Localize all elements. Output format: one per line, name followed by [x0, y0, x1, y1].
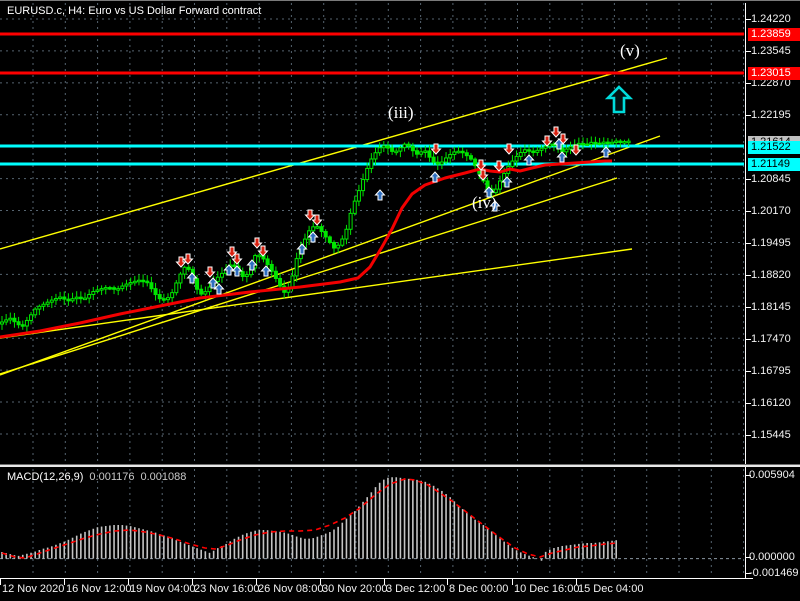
pane-separator[interactable] — [0, 464, 800, 465]
elliott-wave-label[interactable]: (iii) — [388, 103, 414, 122]
time-axis-label: 19 Nov 04:00 — [130, 583, 196, 595]
price-axis-label: 1.20170 — [751, 205, 791, 217]
price-axis-label: 1.23545 — [751, 45, 791, 57]
macd-axis-label: 0.005904 — [749, 469, 795, 481]
elliott-wave-label[interactable]: (v) — [620, 41, 640, 60]
price-axis-label: 1.16795 — [751, 365, 791, 377]
macd-indicator-label: MACD(12,26,9) 0.001176 0.001088 — [7, 471, 186, 484]
macd-axis-label: -0.001469 — [749, 567, 799, 579]
resistance-line-badge-2: 1.23015 — [748, 67, 800, 80]
pane-separator-highlight — [0, 465, 800, 467]
yellow-trendlines[interactable] — [0, 57, 668, 376]
price-axis-label: 1.17470 — [751, 333, 791, 345]
price-axis-label: 1.24220 — [751, 13, 791, 25]
resistance-line-badge-1: 1.23859 — [748, 28, 800, 41]
macd-name: MACD(12,26,9) — [7, 471, 84, 483]
candlesticks — [0, 136, 631, 332]
signal-arrows — [175, 126, 612, 295]
support-line-badge-1: 1.21522 — [748, 141, 800, 154]
big-up-arrow-icon[interactable] — [604, 85, 634, 114]
time-axis-label: 8 Dec 00:00 — [449, 583, 509, 595]
ma-line — [0, 159, 612, 339]
macd-axis-label: 0.000000 — [749, 551, 795, 563]
macd-pane[interactable] — [0, 477, 744, 561]
time-axis-label: 10 Dec 16:00 — [514, 583, 580, 595]
price-axis-label: 1.15445 — [751, 429, 791, 441]
macd-signal-value: 0.001088 — [140, 471, 187, 483]
time-axis-label: 12 Nov 2020 — [2, 583, 65, 595]
macd-main-value: 0.001176 — [89, 471, 135, 483]
price-axis-label: 1.18145 — [751, 301, 791, 313]
time-axis-label: 16 Nov 12:00 — [66, 583, 132, 595]
price-axis-label: 1.18820 — [751, 269, 791, 281]
grid — [0, 3, 745, 577]
price-axis-label: 1.19495 — [751, 237, 791, 249]
support-line-badge-2: 1.21149 — [748, 158, 800, 171]
time-axis-label: 30 Nov 20:00 — [322, 583, 388, 595]
chart-title: EURUSD.c, H4: Euro vs US Dollar Forward … — [7, 5, 262, 17]
price-axis-label: 1.22195 — [751, 109, 791, 121]
price-axis-label: 1.16120 — [751, 397, 791, 409]
axes — [0, 3, 753, 585]
time-axis-label: 26 Nov 08:00 — [258, 583, 324, 595]
time-axis-label: 3 Dec 12:00 — [386, 583, 446, 595]
price-axis-label: 1.20845 — [751, 173, 791, 185]
price-axis-label: 1.22870 — [751, 77, 791, 89]
elliott-wave-label[interactable]: (iv) — [472, 193, 497, 212]
time-axis-label: 23 Nov 16:00 — [194, 583, 260, 595]
time-axis-label: 15 Dec 04:00 — [578, 583, 644, 595]
